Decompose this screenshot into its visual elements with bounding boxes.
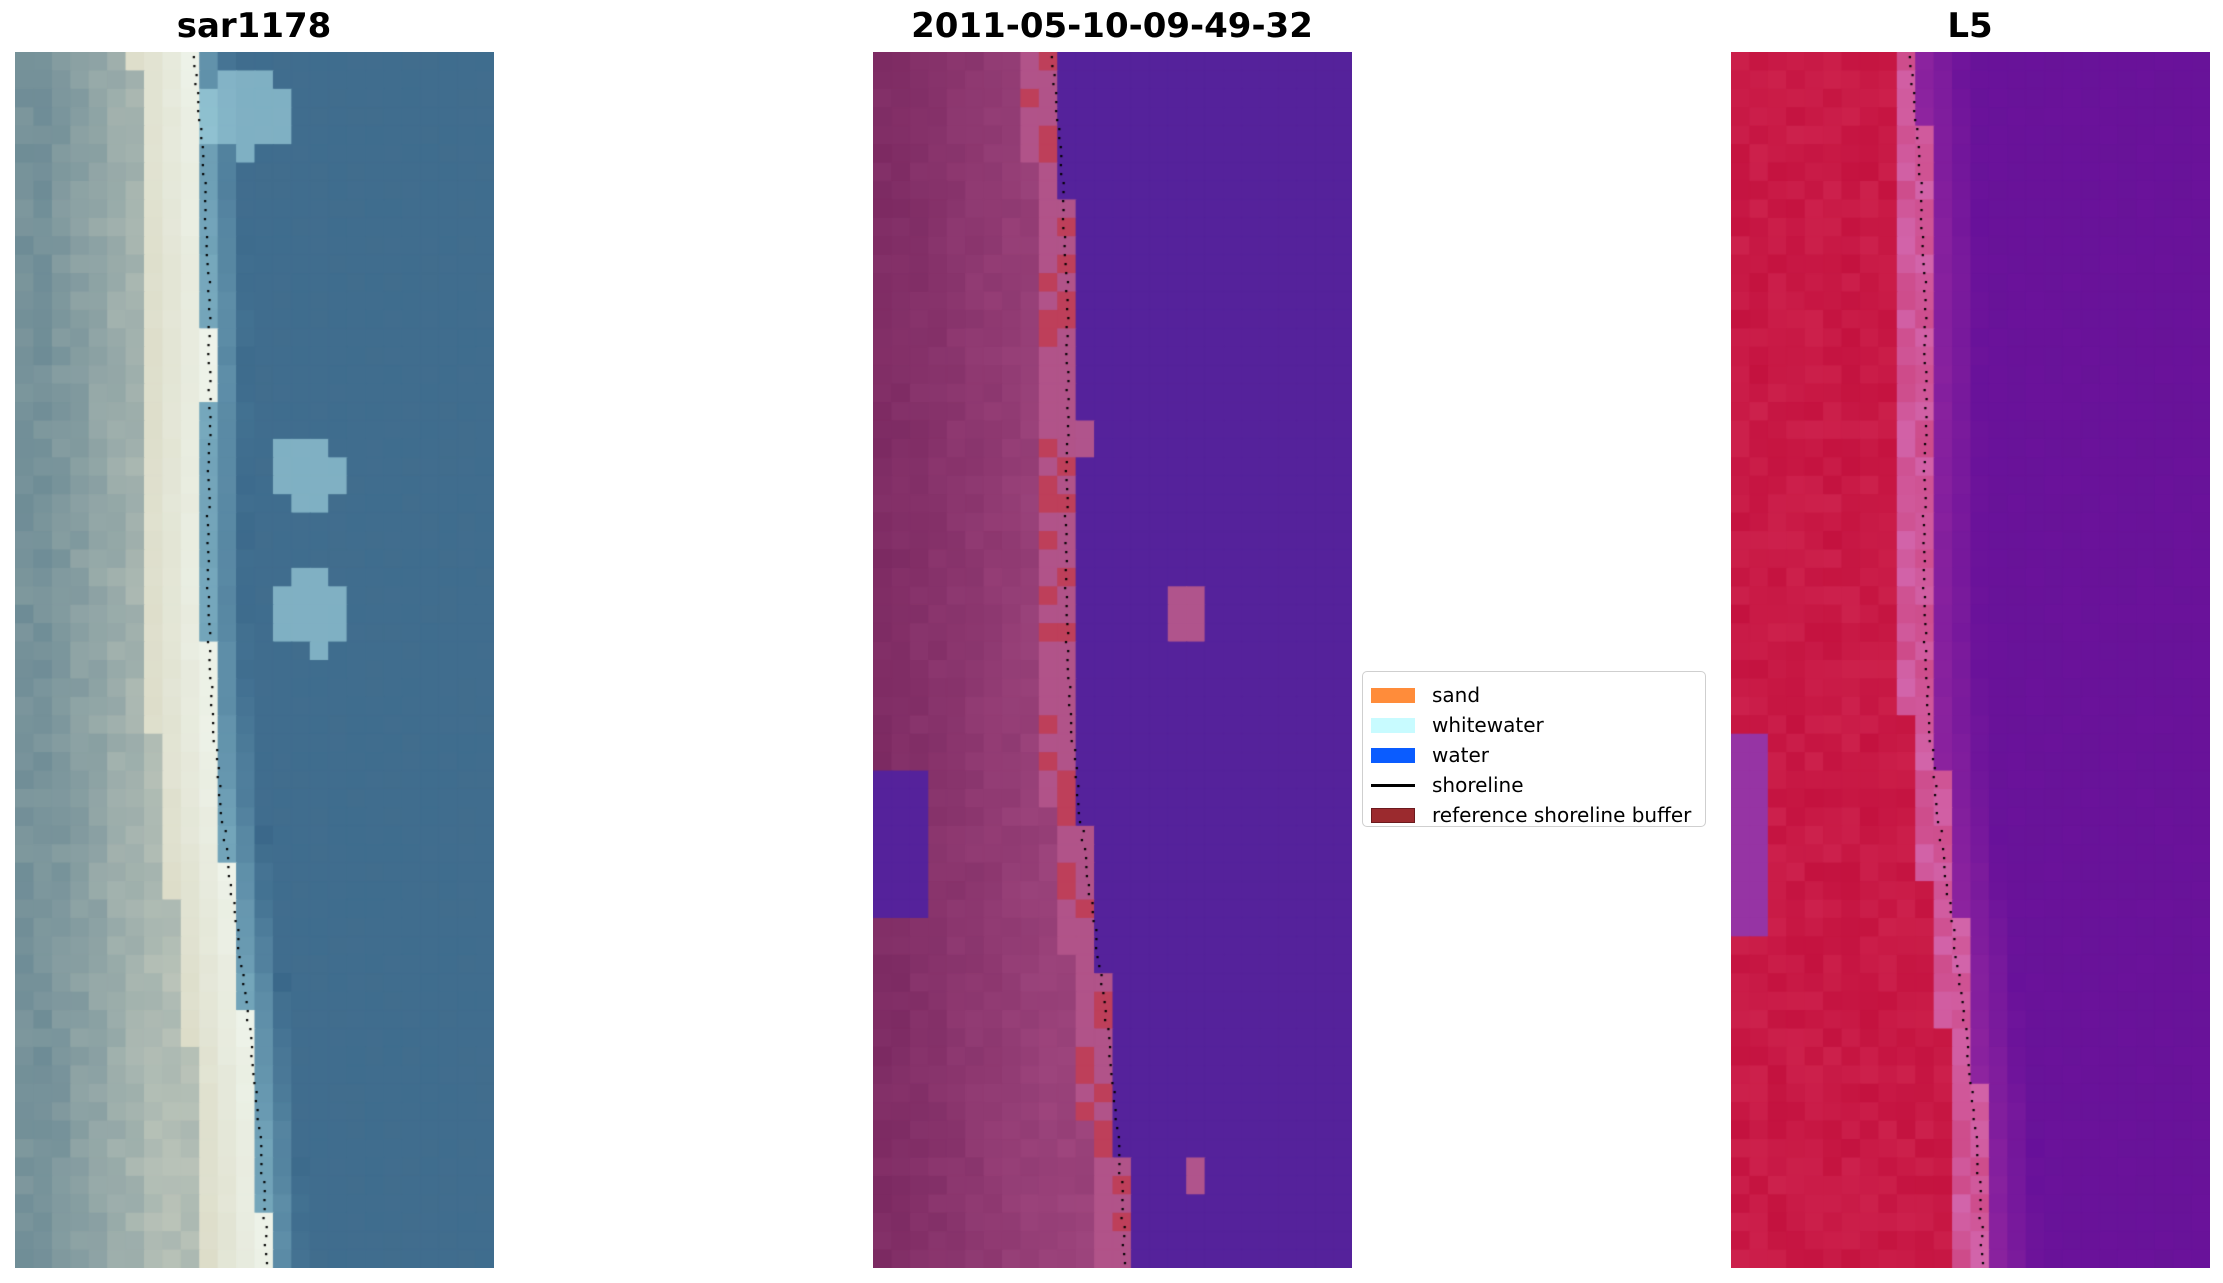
legend-item-reference-buffer: reference shoreline buffer bbox=[1371, 800, 1695, 830]
whitewater-swatch bbox=[1371, 717, 1415, 733]
reference-buffer-swatch bbox=[1371, 807, 1415, 823]
legend-item-whitewater: whitewater bbox=[1371, 710, 1695, 740]
rgb-image bbox=[15, 52, 494, 1268]
legend-label: shoreline bbox=[1432, 773, 1524, 797]
legend-label: sand bbox=[1432, 683, 1481, 707]
water-swatch bbox=[1371, 747, 1415, 763]
legend-item-water: water bbox=[1371, 740, 1695, 770]
index-image bbox=[1731, 52, 2210, 1268]
panel-title-index: L5 bbox=[1947, 6, 1993, 46]
index-image-panel bbox=[1731, 52, 2210, 1268]
shoreline-line-swatch bbox=[1371, 783, 1415, 787]
panel-title-rgb: sar1178 bbox=[176, 6, 332, 46]
legend-item-shoreline: shoreline bbox=[1371, 770, 1695, 800]
rgb-image-panel bbox=[15, 52, 494, 1268]
legend-label: whitewater bbox=[1432, 713, 1544, 737]
sand-swatch bbox=[1371, 687, 1415, 703]
panel-title-classification: 2011-05-10-09-49-32 bbox=[911, 6, 1313, 46]
classification-image-panel bbox=[873, 52, 1352, 1268]
legend-label: reference shoreline buffer bbox=[1432, 803, 1692, 827]
legend: sand whitewater water shoreline referenc… bbox=[1362, 671, 1706, 827]
legend-label: water bbox=[1432, 743, 1489, 767]
classification-image bbox=[873, 52, 1352, 1268]
legend-item-sand: sand bbox=[1371, 680, 1695, 710]
